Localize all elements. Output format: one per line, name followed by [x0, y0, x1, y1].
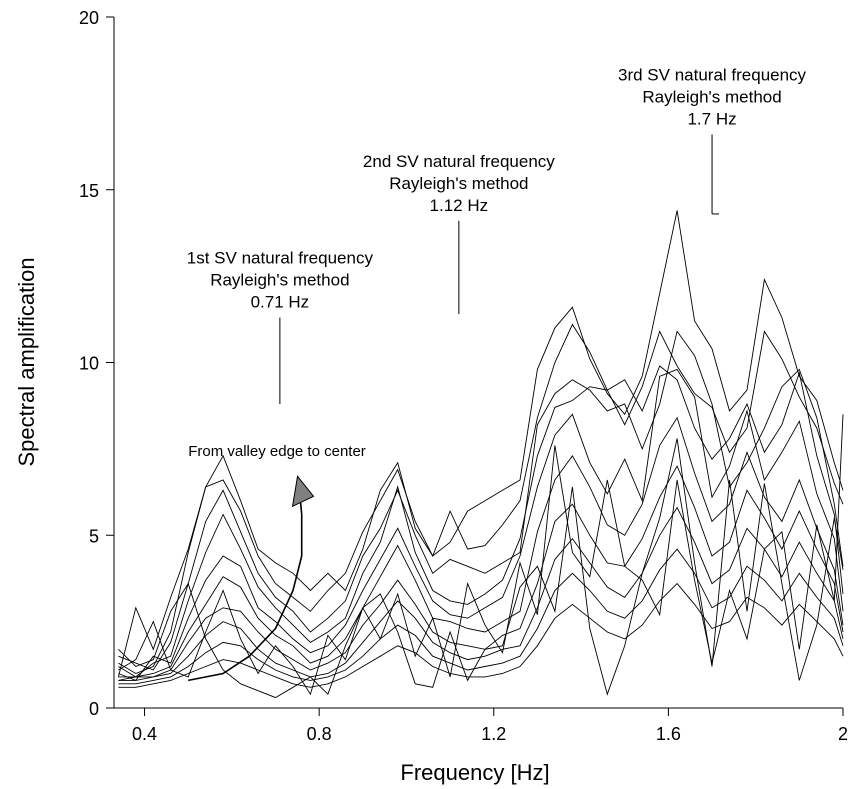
series-line-5 [118, 368, 844, 681]
series-line-9 [118, 548, 844, 685]
x-tick-label: 2 [838, 724, 848, 744]
series-line-8 [118, 506, 844, 681]
annotation-label: Rayleigh's method [210, 271, 349, 290]
y-axis-title: Spectral amplification [14, 257, 39, 466]
series-line-6 [118, 416, 844, 678]
x-tick-label: 0.8 [307, 724, 332, 744]
x-tick-label: 1.6 [656, 724, 681, 744]
trend-path-line [188, 490, 303, 682]
series-line-3 [118, 330, 844, 671]
y-tick-label: 20 [79, 8, 99, 28]
series-line-1 [118, 210, 844, 675]
annotation-label: 3rd SV natural frequency [618, 65, 807, 84]
series-line-12 [118, 414, 844, 696]
annotation-label: 1.12 Hz [430, 196, 489, 215]
annotation-label: 0.71 Hz [251, 293, 310, 312]
x-axis-title: Frequency [Hz] [400, 760, 549, 785]
annotation-label: Rayleigh's method [642, 87, 781, 106]
x-tick-label: 0.4 [132, 724, 157, 744]
annotation-label: 1st SV natural frequency [187, 249, 374, 268]
trend-group [188, 475, 315, 682]
trend-arrowhead-icon [291, 475, 315, 508]
annotation-label: 2nd SV natural frequency [363, 152, 555, 171]
y-tick-label: 15 [79, 181, 99, 201]
trend-annotation-label: From valley edge to center [188, 443, 366, 460]
annotations-group: 1st SV natural frequency Rayleigh's metho… [187, 65, 807, 460]
y-tick-label: 10 [79, 354, 99, 374]
x-tick-label: 1.2 [481, 724, 506, 744]
series-group [117, 210, 844, 699]
series-line-10 [118, 582, 844, 688]
annotation-label: Rayleigh's method [389, 174, 528, 193]
annotation-label: 1.7 Hz [687, 109, 736, 128]
series-line-4 [118, 365, 844, 678]
series-line-7 [118, 465, 844, 681]
series-line-11 [118, 438, 844, 699]
y-tick-label: 5 [89, 526, 99, 546]
series-line-2 [117, 323, 844, 678]
y-tick-label: 0 [89, 699, 99, 719]
